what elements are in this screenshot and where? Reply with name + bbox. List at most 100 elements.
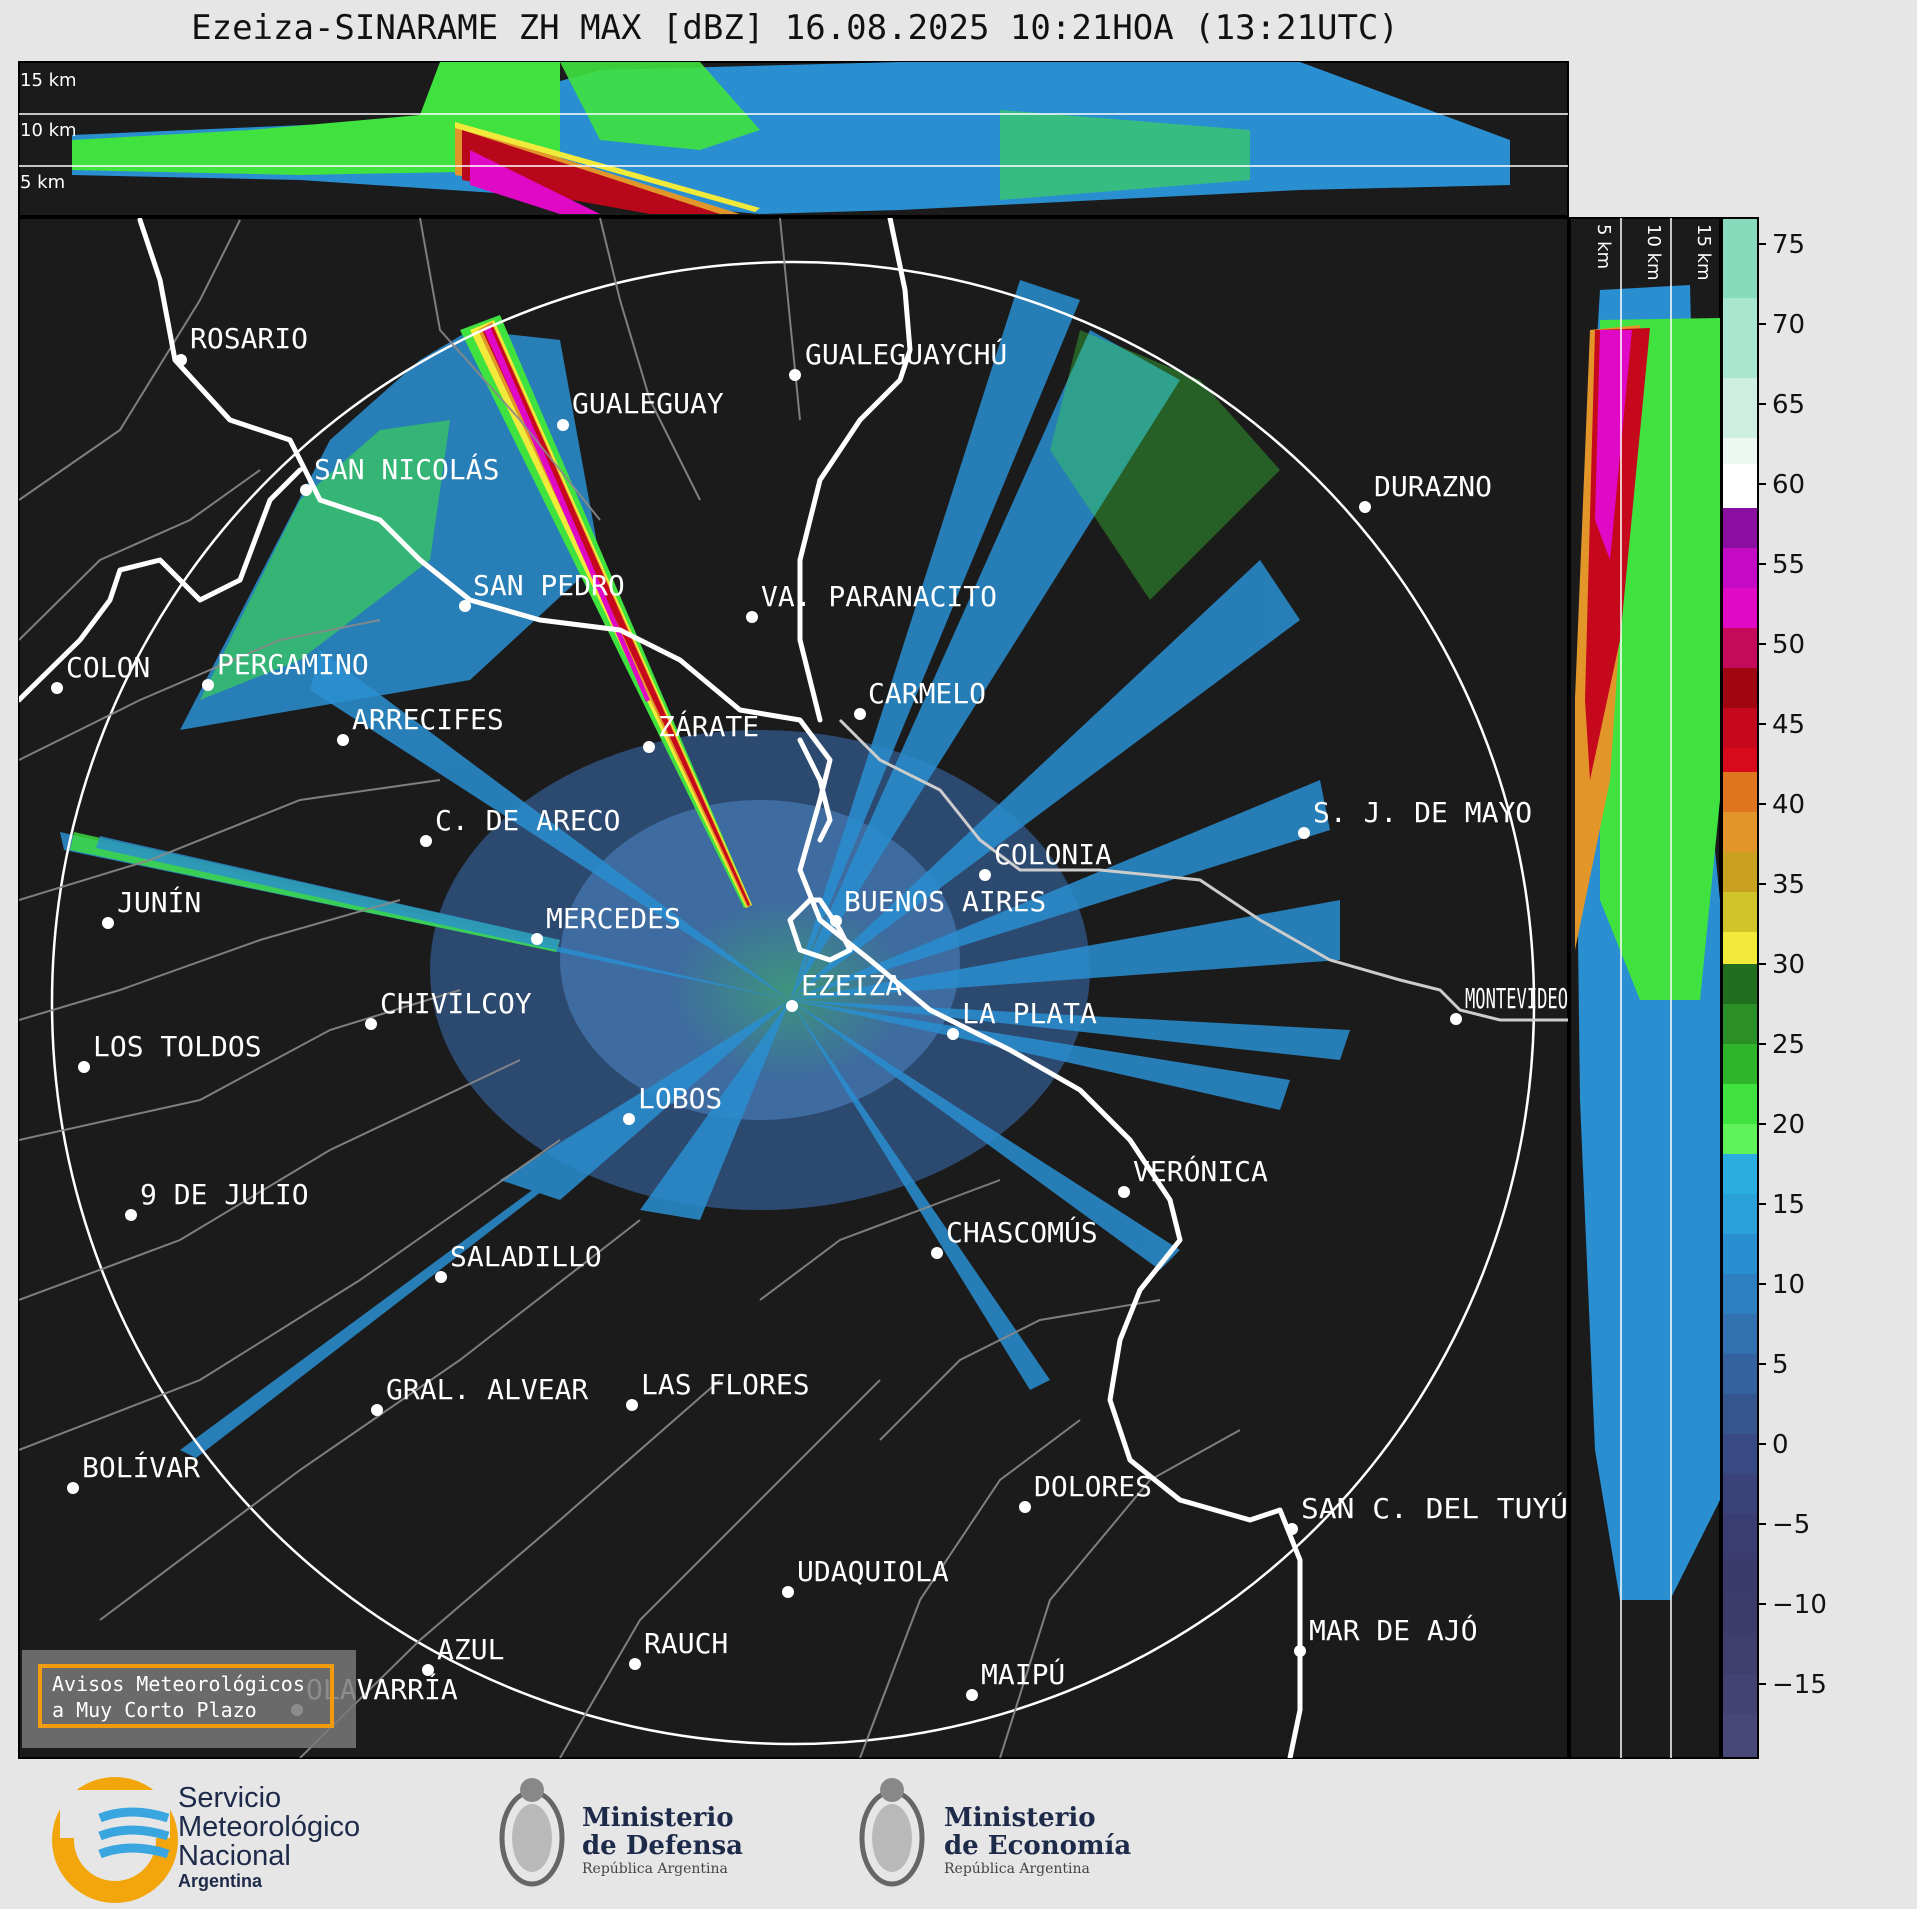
range-ring <box>50 260 1536 1746</box>
economia-line1: Ministerio <box>944 1803 1096 1833</box>
economia-line2: de Economía <box>944 1831 1132 1861</box>
city-label-azul: AZUL <box>437 1633 504 1666</box>
uruguay-coast <box>838 718 1568 1022</box>
radar-map: ROSARIO GUALEGUAYCHÚ GUALEGUAY SAN NICOL… <box>18 217 1569 1759</box>
city-label-san-c-del-tuyu: SAN C. DEL TUYÚ <box>1301 1491 1568 1525</box>
top-height-5km: 5 km <box>20 172 65 193</box>
colorbar-tick-5: 5 <box>1772 1350 1789 1380</box>
city-labels: ROSARIO GUALEGUAYCHÚ GUALEGUAY SAN NICOL… <box>66 322 1568 1706</box>
defensa-line3: República Argentina <box>582 1861 728 1877</box>
city-label-va-paranacito: VA. PARANACITO <box>761 580 997 613</box>
side-cross-section-panel: 5 km 10 km 15 km <box>1569 217 1721 1759</box>
side-echo-blue-lower <box>1580 1020 1690 1500</box>
city-label-durazno: DURAZNO <box>1374 470 1492 503</box>
smn-logo-text: Servicio Meteorológico Nacional Argentin… <box>178 1782 361 1892</box>
colorbar-tick-15: 15 <box>1772 1190 1805 1220</box>
defensa-emblem <box>499 1778 565 1887</box>
city-label-veronica: VERÓNICA <box>1133 1154 1268 1188</box>
city-label-colonia: COLONIA <box>994 838 1112 871</box>
colorbar-tick-minus-15: −15 <box>1772 1670 1827 1700</box>
colorbar-tick-40: 40 <box>1772 790 1805 820</box>
colorbar-tick-65: 65 <box>1772 390 1805 420</box>
colorbar-tick-60: 60 <box>1772 470 1805 500</box>
colorbar-tick-minus-5: −5 <box>1772 1510 1810 1540</box>
echo-ne-green <box>1050 330 1280 600</box>
top-echo-red <box>462 130 720 214</box>
economia-line3: República Argentina <box>944 1861 1090 1877</box>
colorbar-tick-55: 55 <box>1772 550 1805 580</box>
colorbar-tick-30: 30 <box>1772 950 1805 980</box>
city-label-la-plata: LA PLATA <box>962 997 1097 1030</box>
city-label-chivilcoy: CHIVILCOY <box>380 987 532 1020</box>
colorbar-tick-minus-10: −10 <box>1772 1590 1827 1620</box>
city-label-chascomus: CHASCOMÚS <box>946 1215 1098 1249</box>
colorbar-tick-50: 50 <box>1772 630 1805 660</box>
city-label-san-pedro: SAN PEDRO <box>473 569 625 602</box>
city-label-las-flores: LAS FLORES <box>641 1368 810 1401</box>
map-title: Ezeiza-SINARAME ZH MAX [dBZ] 16.08.2025 … <box>191 8 1399 48</box>
city-label-lobos: LOBOS <box>638 1082 722 1115</box>
admin-boundaries <box>19 218 1241 1758</box>
city-label-gualeguay: GUALEGUAY <box>572 387 724 420</box>
city-label-junin: JUNÍN <box>117 885 201 919</box>
smn-logo <box>52 1777 178 1903</box>
colorbar-tick-70: 70 <box>1772 310 1805 340</box>
aviso-line1: Avisos Meteorológicos <box>52 1672 305 1696</box>
city-label-los-toldos: LOS TOLDOS <box>93 1030 262 1063</box>
city-label-buenos-aires: BUENOS AIRES <box>844 885 1046 918</box>
city-label-carmelo: CARMELO <box>868 677 986 710</box>
colorbar-tick-10: 10 <box>1772 1270 1805 1300</box>
city-label-bolivar: BOLÍVAR <box>82 1450 200 1484</box>
colorbar-ticks <box>1758 243 1766 1685</box>
aviso-box[interactable]: Avisos Meteorológicos a Muy Corto Plazo <box>22 1650 356 1748</box>
city-label-arrecifes: ARRECIFES <box>352 703 504 736</box>
city-label-maipu: MAIPÚ <box>981 1657 1065 1691</box>
city-label-san-nicolas: SAN NICOLÁS <box>314 452 499 486</box>
coastline <box>19 218 1303 1758</box>
city-label-mar-de-ajo: MAR DE AJÓ <box>1309 1613 1478 1647</box>
city-label-udaquiola: UDAQUIOLA <box>797 1555 949 1588</box>
side-echo-magenta <box>1595 330 1632 560</box>
city-label-s-j-de-mayo: S. J. DE MAYO <box>1313 796 1532 829</box>
side-height-5km: 5 km <box>1593 224 1614 269</box>
city-label-colon: COLON <box>66 651 150 684</box>
smn-line2: Meteorológico <box>178 1811 361 1843</box>
city-label-gral-alvear: GRAL. ALVEAR <box>386 1373 588 1406</box>
smn-line1: Servicio <box>178 1782 282 1814</box>
colorbar-tick-35: 35 <box>1772 870 1805 900</box>
city-label-c-de-areco: C. DE ARECO <box>435 804 620 837</box>
smn-line4: Argentina <box>178 1871 263 1891</box>
city-label-gualeguaychu: GUALEGUAYCHÚ <box>805 337 1007 371</box>
economia-logo-text: Ministerio de Economía República Argenti… <box>944 1804 1131 1878</box>
city-label-montevideo: MONTEVIDEO <box>1465 982 1568 1015</box>
city-label-saladillo: SALADILLO <box>450 1240 602 1273</box>
side-height-15km: 15 km <box>1693 224 1714 281</box>
top-echo-yellow <box>455 122 760 212</box>
top-echo-green-left <box>72 62 560 175</box>
city-label-9-de-julio: 9 DE JULIO <box>140 1178 309 1211</box>
echo-main-streak <box>460 315 752 908</box>
colorbar: 75 70 65 60 55 50 45 40 35 30 25 20 15 1… <box>1721 217 1827 1759</box>
city-label-rosario: ROSARIO <box>190 322 308 355</box>
smn-line3: Nacional <box>178 1840 291 1872</box>
colorbar-tick-75: 75 <box>1772 230 1805 260</box>
side-height-10km: 10 km <box>1643 224 1664 281</box>
city-label-mercedes: MERCEDES <box>546 902 681 935</box>
aviso-line2: a Muy Corto Plazo <box>52 1698 257 1722</box>
top-echo-green-mid <box>560 62 760 150</box>
colorbar-segments <box>1722 218 1758 1758</box>
defensa-line2: de Defensa <box>582 1831 743 1861</box>
top-echo-green-right <box>1000 110 1250 200</box>
colorbar-tick-25: 25 <box>1772 1030 1805 1060</box>
economia-emblem <box>859 1778 925 1887</box>
colorbar-tick-45: 45 <box>1772 710 1805 740</box>
city-label-rauch: RAUCH <box>644 1627 728 1660</box>
defensa-logo-text: Ministerio de Defensa República Argentin… <box>582 1804 743 1878</box>
city-label-pergamino: PERGAMINO <box>217 648 369 681</box>
top-cross-section-panel: 15 km 10 km 5 km <box>18 61 1569 217</box>
aviso-box-inner: Avisos Meteorológicos a Muy Corto Plazo <box>38 1664 334 1728</box>
colorbar-tick-labels: 75 70 65 60 55 50 45 40 35 30 25 20 15 1… <box>1772 230 1827 1700</box>
top-height-15km: 15 km <box>20 70 77 91</box>
city-label-ezeiza: EZEIZA <box>801 969 902 1002</box>
